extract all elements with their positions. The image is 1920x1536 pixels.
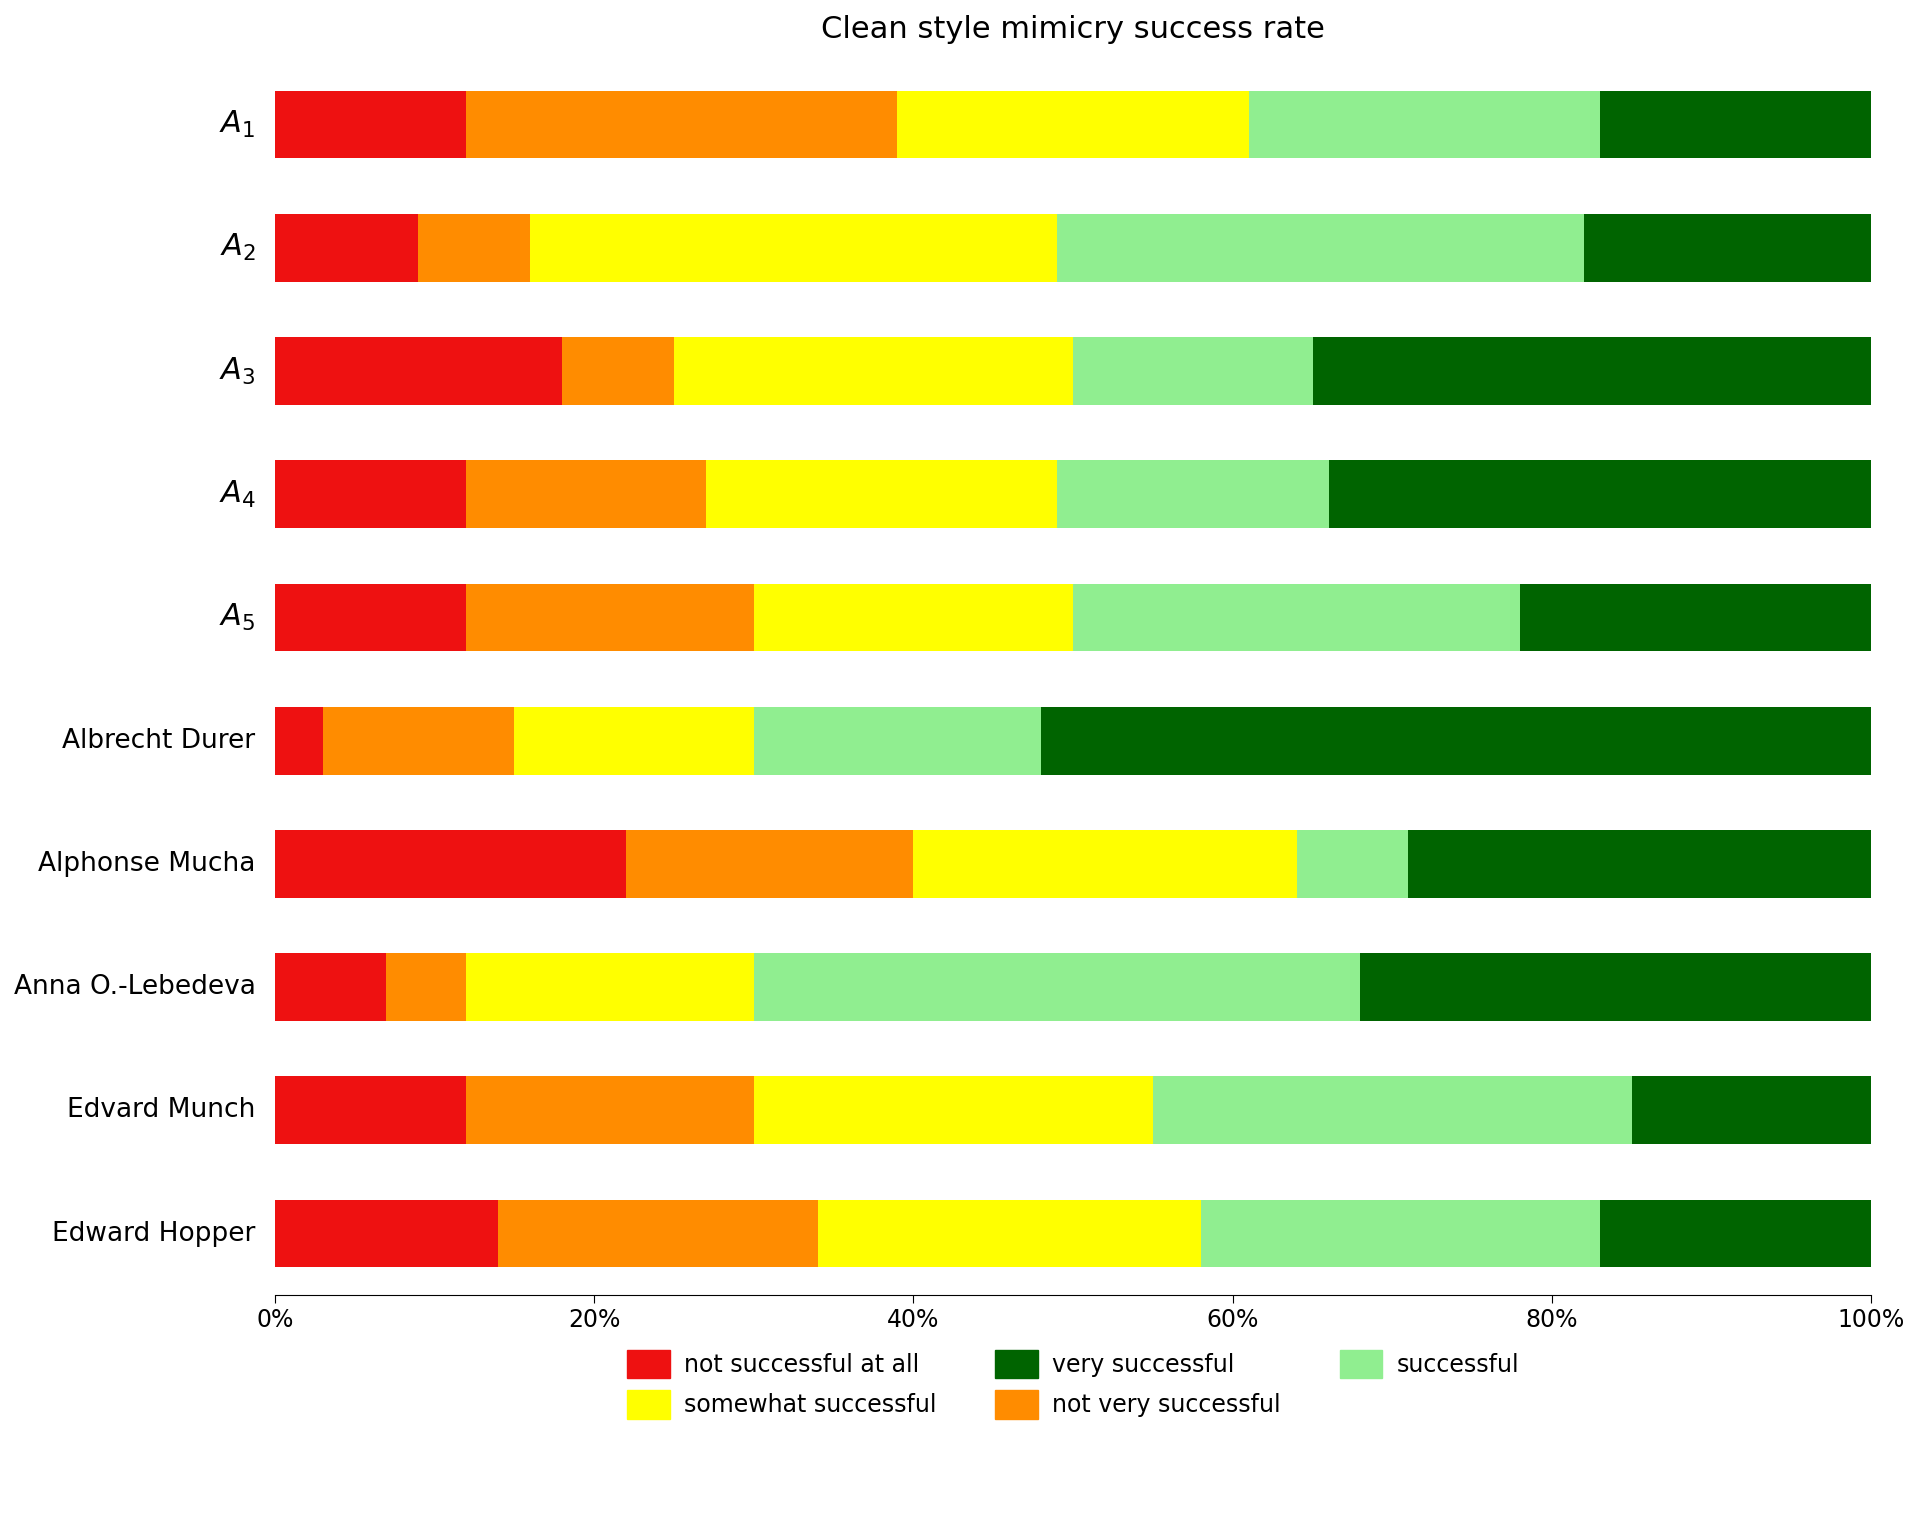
Bar <box>323 707 515 774</box>
Bar <box>467 954 755 1021</box>
Text: Edward Hopper: Edward Hopper <box>52 1221 255 1247</box>
Bar <box>1584 214 1872 281</box>
Bar <box>1296 829 1409 899</box>
Text: Albrecht Durer: Albrecht Durer <box>63 728 255 754</box>
Bar <box>1409 829 1872 899</box>
Bar <box>897 91 1248 158</box>
Bar <box>755 584 1073 651</box>
Bar <box>275 707 323 774</box>
Bar <box>275 584 467 651</box>
Bar <box>515 707 755 774</box>
Text: $\mathit{A}_{3}$: $\mathit{A}_{3}$ <box>219 355 255 387</box>
Text: $\mathit{A}_{4}$: $\mathit{A}_{4}$ <box>219 479 255 510</box>
Bar <box>1521 584 1872 651</box>
Bar <box>626 829 914 899</box>
Bar <box>419 214 530 281</box>
Bar <box>275 1200 499 1267</box>
Bar <box>1313 338 1872 406</box>
Text: Edvard Munch: Edvard Munch <box>67 1097 255 1123</box>
Bar <box>275 829 626 899</box>
Bar <box>1041 707 1872 774</box>
Bar <box>755 954 1361 1021</box>
Bar <box>1058 461 1329 528</box>
Bar <box>275 954 386 1021</box>
Bar <box>563 338 674 406</box>
Bar <box>275 214 419 281</box>
Bar <box>530 214 1058 281</box>
Bar <box>467 584 755 651</box>
Bar <box>1058 214 1584 281</box>
Bar <box>1152 1077 1632 1144</box>
Text: $\mathit{A}_{1}$: $\mathit{A}_{1}$ <box>219 109 255 140</box>
Bar <box>674 338 1073 406</box>
Bar <box>1599 1200 1872 1267</box>
Bar <box>386 954 467 1021</box>
Bar <box>818 1200 1200 1267</box>
Text: Anna O.-Lebedeva: Anna O.-Lebedeva <box>13 974 255 1000</box>
Bar <box>1632 1077 1872 1144</box>
Bar <box>1073 584 1521 651</box>
Bar <box>1361 954 1872 1021</box>
Bar <box>1329 461 1872 528</box>
Legend: not successful at all, somewhat successful, very successful, not very successful: not successful at all, somewhat successf… <box>628 1350 1519 1419</box>
Text: $\mathit{A}_{2}$: $\mathit{A}_{2}$ <box>219 232 255 263</box>
Text: $\mathit{A}_{5}$: $\mathit{A}_{5}$ <box>219 602 255 633</box>
Text: Alphonse Mucha: Alphonse Mucha <box>38 851 255 877</box>
Bar <box>467 91 897 158</box>
Bar <box>467 461 707 528</box>
Bar <box>275 1077 467 1144</box>
Bar <box>1200 1200 1599 1267</box>
Bar <box>914 829 1296 899</box>
Bar <box>755 707 1041 774</box>
Bar <box>467 1077 755 1144</box>
Bar <box>275 461 467 528</box>
Title: Clean style mimicry success rate: Clean style mimicry success rate <box>822 15 1325 45</box>
Bar <box>275 91 467 158</box>
Bar <box>499 1200 818 1267</box>
Bar <box>755 1077 1152 1144</box>
Bar <box>707 461 1058 528</box>
Bar <box>1073 338 1313 406</box>
Bar <box>1248 91 1599 158</box>
Bar <box>1599 91 1872 158</box>
Bar <box>275 338 563 406</box>
